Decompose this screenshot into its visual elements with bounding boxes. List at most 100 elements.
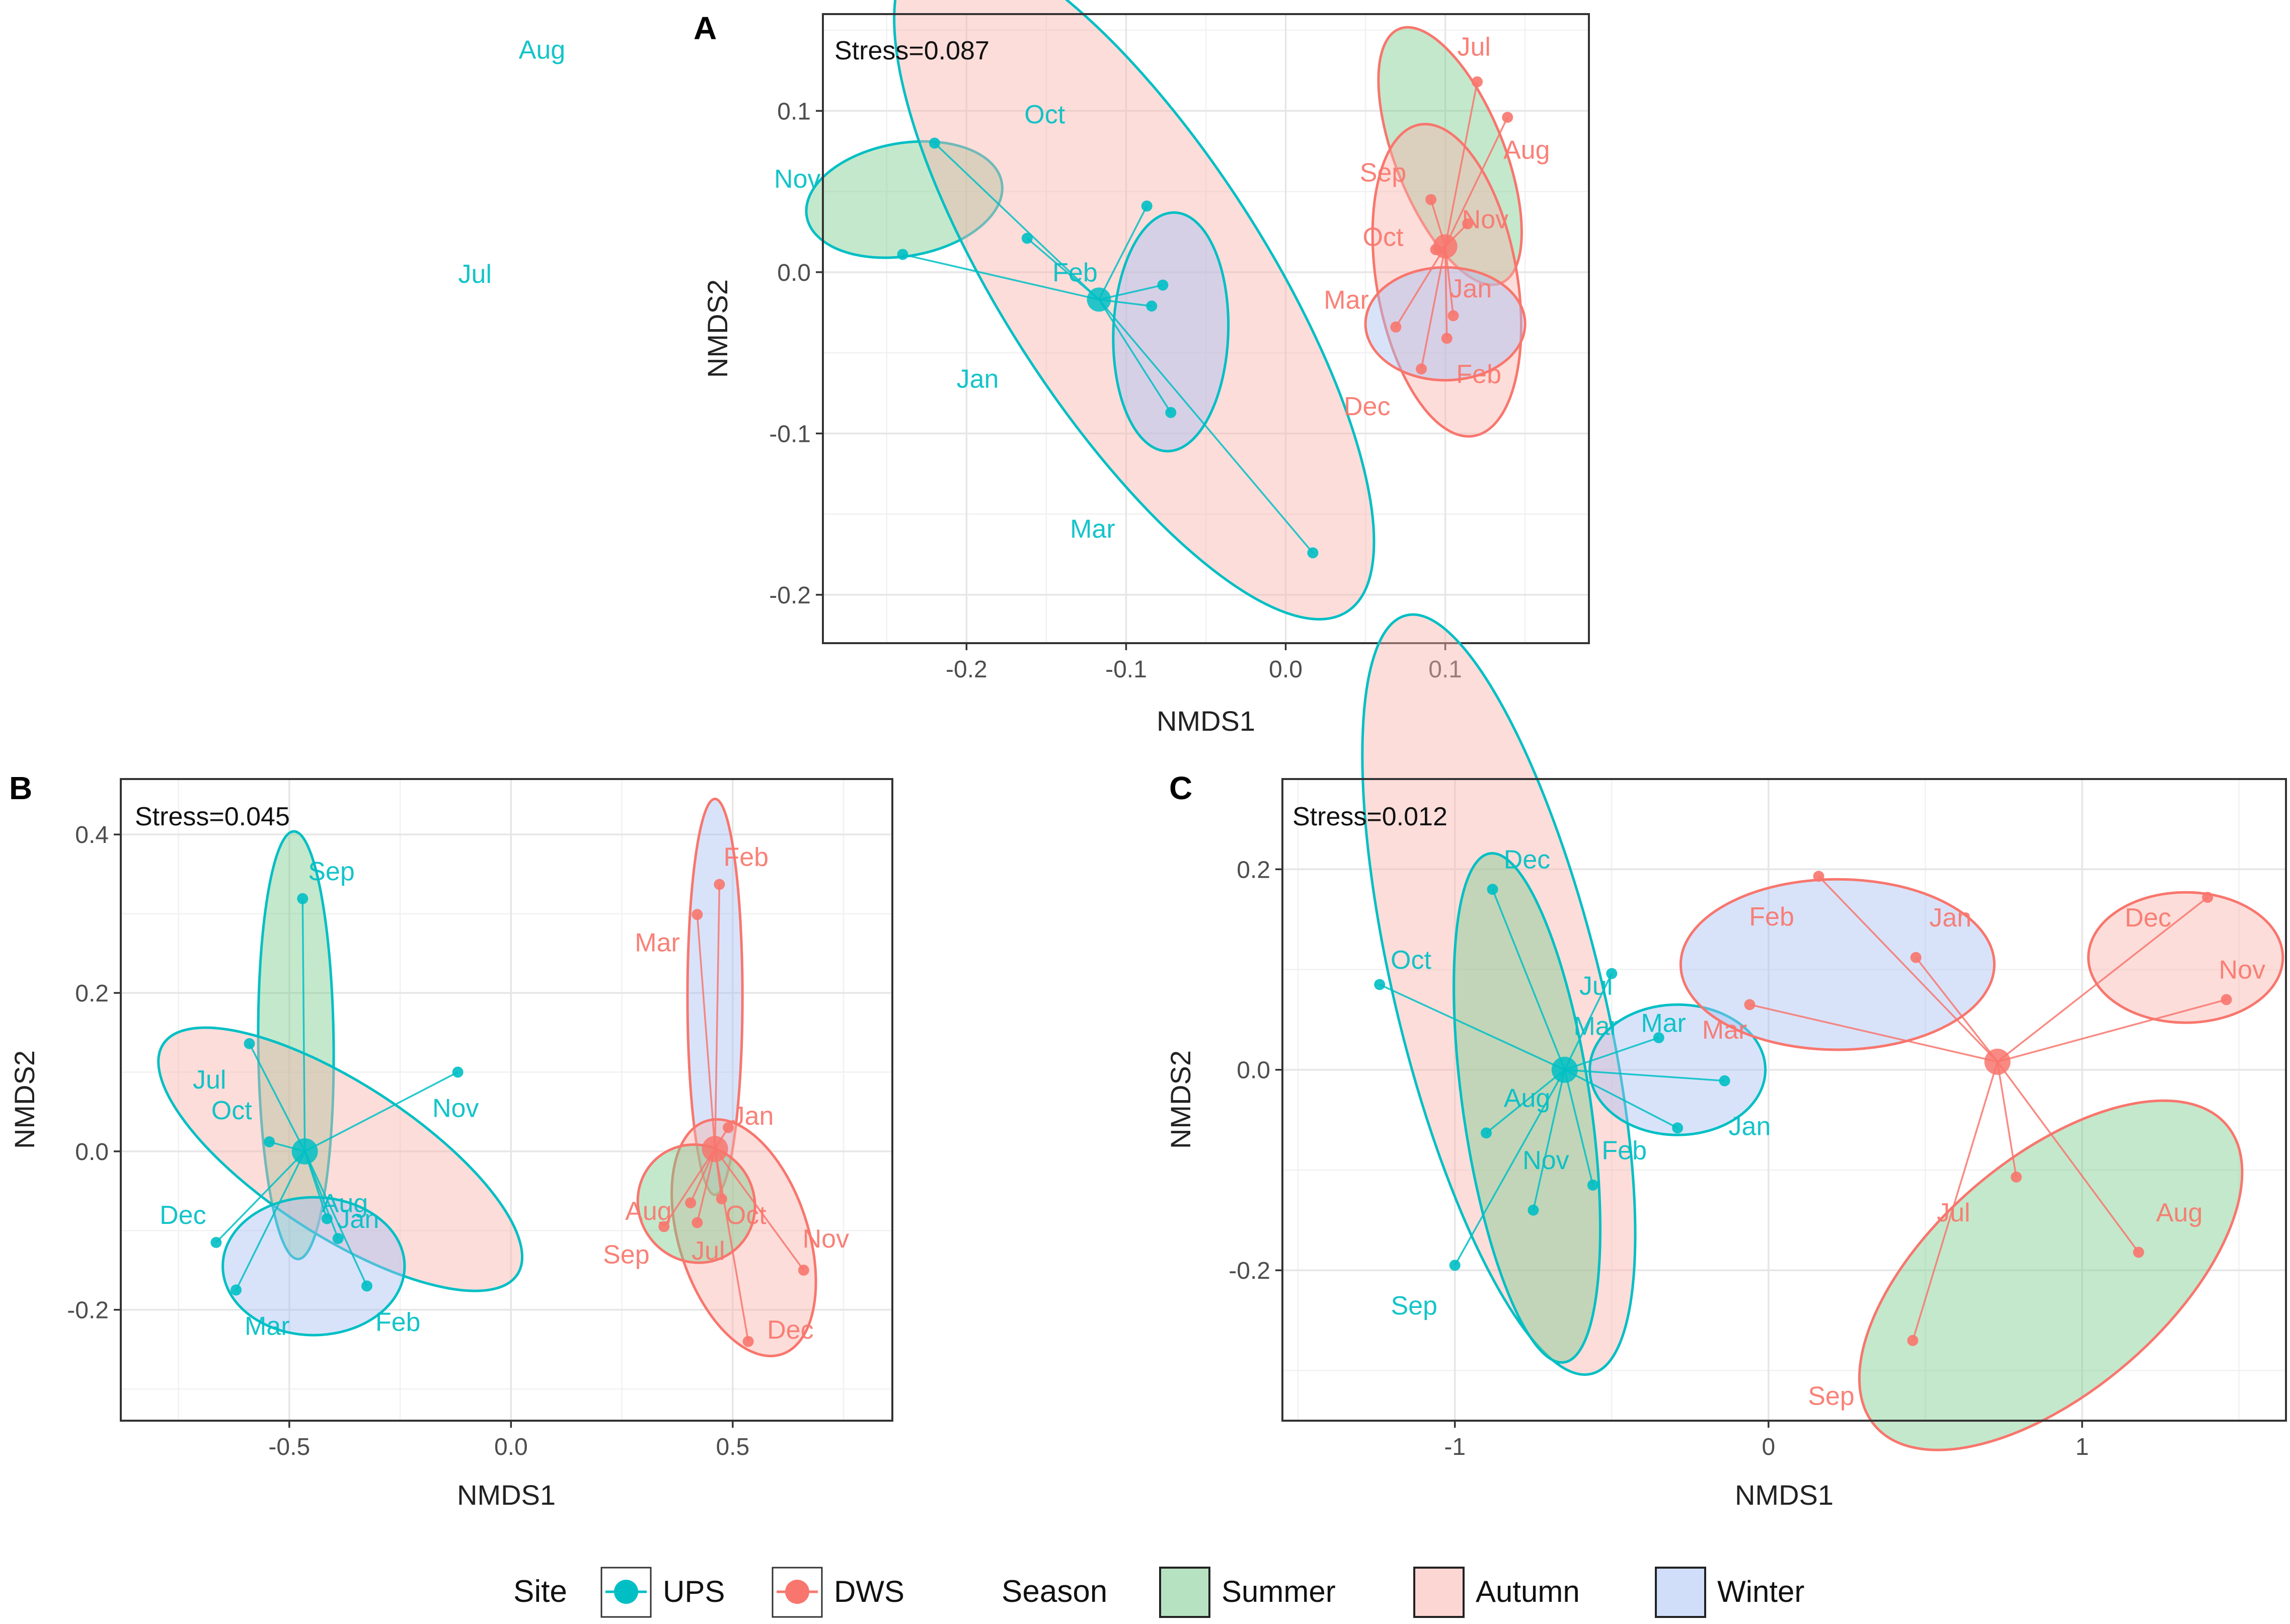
point-jan	[1910, 952, 1922, 963]
plot-background	[1282, 779, 2286, 1421]
point-mar	[1744, 999, 1755, 1011]
x-axis-label: NMDS1	[457, 1479, 556, 1511]
point-label-aug: Aug	[1503, 135, 1550, 165]
spider-line	[1996, 1061, 2017, 1178]
spider-line	[696, 914, 716, 1149]
ellipse-dws-summer	[1858, 1099, 2244, 1451]
series-ups: Aug Jul Nov Oct Feb Jan Mar Dec	[459, 36, 1400, 823]
y-tick-label: 0.0	[75, 1139, 109, 1166]
spider-line	[1564, 1069, 1594, 1186]
spider-line	[1997, 896, 2208, 1063]
plot-frame	[822, 13, 1590, 644]
point-jul	[1606, 968, 1618, 979]
ellipse-dws-winter	[686, 797, 744, 1196]
legend-season-title: Season	[1002, 1574, 1107, 1609]
spider-line	[1098, 205, 1148, 300]
series-dws: Feb Jan Dec Nov Mar Jul Aug Sep	[1702, 871, 2265, 1411]
ellipse-ups-winter	[221, 1196, 406, 1337]
spider-line	[1098, 299, 1314, 554]
spider-line	[1912, 1061, 1999, 1341]
legend-site-label: UPS	[663, 1575, 725, 1608]
y-tick-label: 0.0	[777, 260, 811, 286]
spider-line	[902, 253, 1099, 301]
point-label-jan: Jan	[1449, 274, 1492, 303]
panel-tag: B	[9, 770, 32, 806]
point-label-jan: Jan	[1929, 903, 1971, 933]
point-label-oct: Oct	[211, 1096, 252, 1125]
point-feb	[714, 879, 725, 890]
legend-key-autumn	[1413, 1567, 1465, 1618]
point-feb	[1441, 333, 1453, 344]
point-label-dec: Dec	[1504, 845, 1550, 875]
ellipses	[1361, 613, 2284, 1451]
point-label-dec: Dec	[160, 1201, 206, 1230]
point-label-mar: Mar	[1324, 286, 1369, 315]
x-tick-label: -0.5	[268, 1434, 310, 1460]
point-label-nov: Nov	[1462, 205, 1508, 234]
point-feb	[1813, 871, 1824, 882]
x-tick-label: 0.0	[494, 1434, 528, 1460]
point-mar	[1672, 1122, 1684, 1134]
point-label-nov: Nov	[1522, 1146, 1569, 1175]
point-mar	[692, 909, 703, 920]
y-tick-label: -0.1	[769, 421, 811, 447]
x-axis-label: NMDS1	[1735, 1479, 1834, 1511]
point-label-dec: Dec	[2125, 903, 2171, 933]
point-dec	[2202, 892, 2213, 903]
spider-line	[1485, 1069, 1565, 1134]
point-sep	[1449, 1260, 1461, 1271]
point-label-feb: Feb	[1052, 258, 1098, 287]
spider-line	[1098, 299, 1172, 413]
y-tick-label: 0.4	[75, 822, 109, 848]
stress-label: Stress=0.012	[1292, 802, 1447, 831]
point-dec	[1307, 547, 1319, 559]
x-tick-label: 1	[2076, 1434, 2089, 1460]
spider-line	[304, 1151, 368, 1287]
point-dec	[742, 1336, 754, 1347]
point-label-sep: Sep	[1360, 158, 1407, 187]
legend-key-winter	[1655, 1567, 1706, 1618]
gridlines	[823, 14, 1589, 643]
x-tick-label: 0.5	[716, 1434, 749, 1460]
point-label-jul: Jul	[1579, 972, 1613, 1001]
spider-line	[1454, 1069, 1566, 1266]
point-mar	[1390, 321, 1402, 333]
legend-season-label: Winter	[1717, 1575, 1804, 1608]
ellipse-ups-autumn	[157, 1026, 523, 1292]
legend-season-label: Summer	[1222, 1575, 1336, 1608]
point-jan	[332, 1232, 344, 1244]
spider-line	[1532, 1069, 1566, 1211]
y-tick-label: -0.2	[769, 582, 811, 609]
spider-line	[1564, 973, 1613, 1070]
panel-tag: C	[1169, 770, 1192, 806]
y-tick-label: 0.2	[1237, 857, 1270, 883]
point-label-sep: Sep	[308, 857, 355, 886]
point-label-nov: Nov	[2219, 956, 2265, 985]
point-label-mar: Mar	[1070, 515, 1115, 544]
x-tick-label: -0.1	[1105, 656, 1147, 683]
point-jul	[897, 249, 908, 260]
point-nov	[798, 1264, 809, 1276]
point-label-sep: Sep	[603, 1241, 650, 1270]
centroid-ups	[1551, 1056, 1578, 1083]
point-label-aug: Aug	[322, 1189, 368, 1218]
legend-key-dot	[785, 1580, 809, 1604]
point-label-jan: Jan	[957, 365, 999, 394]
point-label-nov: Nov	[432, 1094, 479, 1123]
spider-line	[1997, 998, 2227, 1063]
point-feb	[361, 1280, 372, 1292]
ellipse-dws-summer	[636, 1143, 756, 1264]
series-ups: Dec Oct Jul Mar Aug Feb Jan Mar Nov Sep	[1374, 845, 1771, 1321]
point-label-jan: Jan	[337, 1205, 379, 1234]
x-tick-label: 0.1	[1428, 656, 1462, 683]
point-label-nov: Nov	[803, 1224, 849, 1254]
x-tick-label: -0.2	[946, 656, 987, 683]
panel-c: Dec Oct Jul Mar Aug Feb Jan Mar Nov Sep Feb Jan Dec N…	[1165, 613, 2287, 1511]
point-aug	[685, 1197, 697, 1209]
point-jul	[244, 1038, 255, 1049]
point-jan	[1146, 300, 1158, 312]
centroid-dws	[1984, 1048, 2011, 1075]
spider-line	[934, 142, 1100, 300]
point-oct	[716, 1193, 727, 1205]
